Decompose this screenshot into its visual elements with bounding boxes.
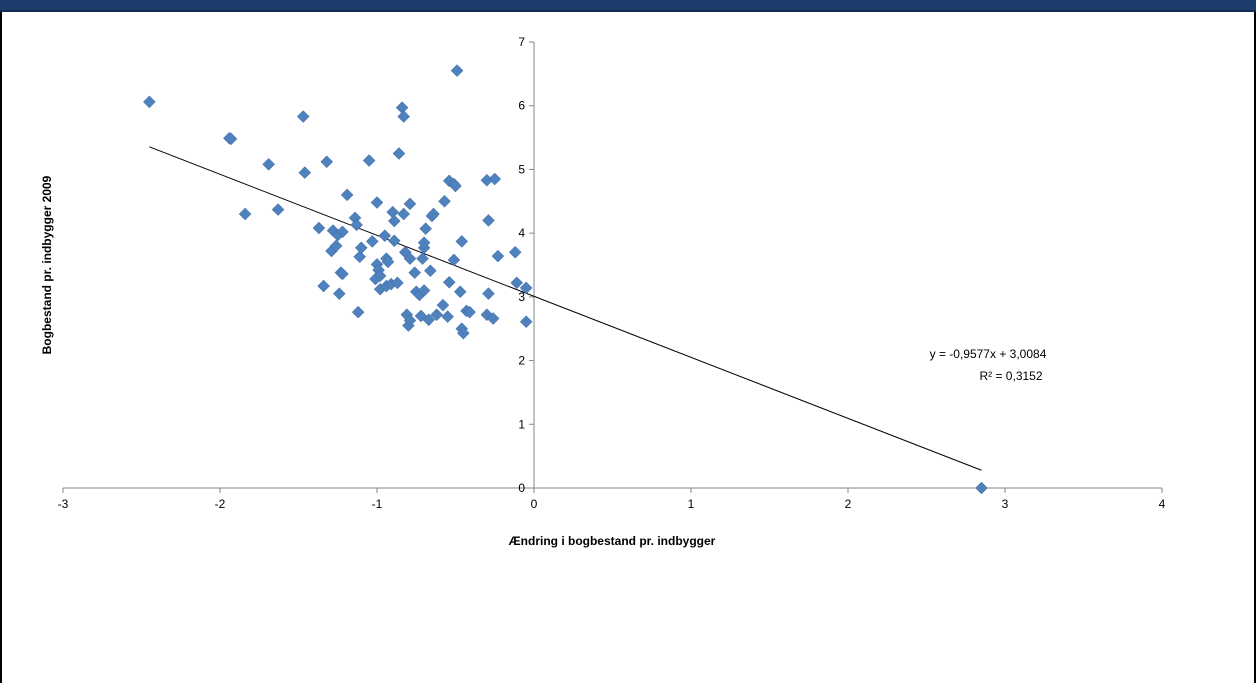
data-point <box>491 249 505 263</box>
data-point <box>403 197 417 211</box>
data-point <box>482 287 495 301</box>
data-point <box>381 255 395 269</box>
data-point <box>427 207 440 221</box>
data-point <box>442 275 456 289</box>
data-point <box>373 269 387 283</box>
data-point <box>975 481 988 495</box>
x-tick-label: -1 <box>372 497 383 511</box>
data-point <box>262 157 276 171</box>
data-point <box>449 179 462 193</box>
data-point <box>424 264 437 278</box>
data-point <box>510 276 524 290</box>
data-point <box>453 285 467 299</box>
window-title-bar <box>0 0 1256 12</box>
data-point <box>271 203 285 216</box>
data-point <box>238 207 252 221</box>
x-tick-label: -2 <box>215 497 226 511</box>
x-tick-label: 2 <box>845 497 852 511</box>
data-point <box>447 253 461 267</box>
x-tick-label: 3 <box>1002 497 1009 511</box>
data-point <box>387 214 401 228</box>
data-point <box>450 64 464 78</box>
data-points <box>142 64 988 495</box>
x-tick-label: 4 <box>1159 497 1166 511</box>
data-point <box>430 308 444 322</box>
data-point <box>378 229 392 243</box>
data-point <box>438 194 451 208</box>
data-point <box>519 281 533 295</box>
data-point <box>408 266 422 279</box>
data-point <box>391 276 404 290</box>
data-point <box>417 236 431 250</box>
data-point <box>416 252 429 265</box>
x-tick-label: -3 <box>58 497 69 511</box>
data-point <box>224 132 238 146</box>
data-point <box>350 218 363 232</box>
data-point <box>508 245 522 259</box>
chart-frame <box>0 12 1256 683</box>
y-tick-label: 3 <box>518 290 525 304</box>
data-point <box>397 207 411 221</box>
data-point <box>419 222 433 236</box>
trendline-group <box>149 146 982 471</box>
data-point <box>488 172 502 186</box>
y-tick-label: 2 <box>518 354 525 368</box>
y-axis-title: Bogbestand pr. indbygger 2009 <box>40 175 54 354</box>
x-tick-label: 1 <box>688 497 695 511</box>
data-point <box>436 298 450 312</box>
data-point <box>365 235 379 248</box>
data-point <box>482 214 495 227</box>
data-point <box>455 235 469 248</box>
data-point <box>422 313 436 327</box>
data-point <box>336 267 349 281</box>
data-point <box>441 310 455 323</box>
data-point <box>456 326 470 340</box>
trendline-r-squared: R² = 0,3152 <box>979 369 1042 383</box>
y-tick-label: 0 <box>518 481 525 495</box>
data-point <box>486 312 500 325</box>
data-point <box>142 95 156 109</box>
data-point <box>519 315 533 329</box>
data-point <box>340 188 354 202</box>
data-point <box>403 314 417 327</box>
data-point <box>387 234 401 248</box>
data-point <box>353 250 367 264</box>
data-point <box>392 147 406 160</box>
data-point <box>329 239 343 253</box>
trendline-equation: y = -0,9577x + 3,0084 <box>930 347 1047 361</box>
data-point <box>397 110 411 123</box>
y-tick-label: 4 <box>518 226 525 240</box>
data-point <box>336 225 349 239</box>
x-tick-label: 0 <box>531 497 538 511</box>
chart-axes <box>63 42 1162 489</box>
y-tick-label: 5 <box>518 162 525 176</box>
y-axis-ticks: 0 1 2 3 4 5 6 7 <box>518 35 534 495</box>
data-point <box>332 287 346 301</box>
data-point <box>298 166 312 179</box>
data-point <box>403 252 417 265</box>
trendline <box>149 146 982 471</box>
data-point <box>354 241 368 255</box>
y-tick-label: 7 <box>518 35 525 49</box>
data-point <box>317 279 330 293</box>
data-point <box>296 110 310 123</box>
data-point <box>463 305 476 319</box>
data-point <box>320 155 334 169</box>
data-point <box>312 221 326 235</box>
x-axis-title: Ændring i bogbestand pr. indbygger <box>509 534 716 548</box>
y-tick-label: 1 <box>518 417 525 431</box>
y-tick-label: 6 <box>518 99 525 113</box>
data-point <box>370 196 384 209</box>
data-point <box>362 154 376 167</box>
data-point <box>417 284 431 297</box>
x-axis-ticks: -3 -2 -1 0 1 2 3 4 <box>58 488 1166 511</box>
data-point <box>351 305 365 319</box>
